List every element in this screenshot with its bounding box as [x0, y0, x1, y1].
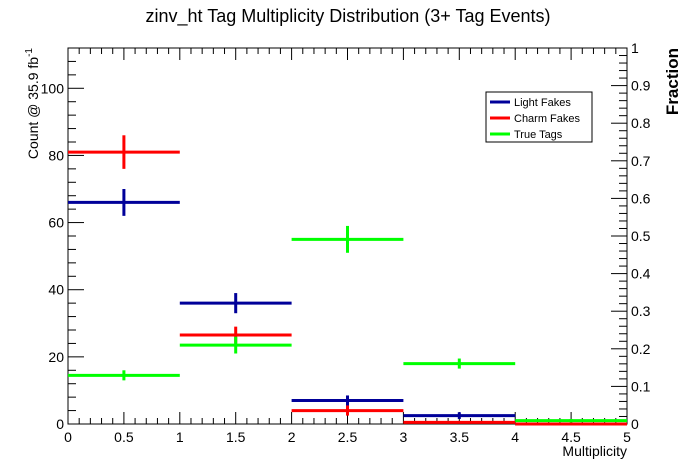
x-tick-label: 4.5 [561, 429, 581, 445]
y-tick-label: 40 [48, 282, 64, 298]
y2-tick-label: 0.6 [631, 190, 651, 206]
y-tick-label: 80 [48, 147, 64, 163]
series-light-fakes [68, 189, 627, 426]
x-tick-label: 2 [288, 429, 296, 445]
x-tick-label: 5 [623, 429, 631, 445]
y2-tick-label: 0.9 [631, 78, 651, 94]
x-tick-label: 3 [400, 429, 408, 445]
y2-tick-label: 0.3 [631, 303, 651, 319]
series-true-tags [68, 225, 627, 423]
legend-label: Light Fakes [514, 97, 571, 109]
x-tick-label: 4 [511, 429, 519, 445]
y2-tick-label: 0 [631, 416, 639, 432]
y2-tick-label: 0.7 [631, 153, 651, 169]
y-tick-label: 100 [41, 80, 65, 96]
x-tick-label: 0.5 [114, 429, 134, 445]
y2-tick-label: 0.2 [631, 341, 651, 357]
chart-title: zinv_ht Tag Multiplicity Distribution (3… [145, 6, 551, 26]
y2-tick-label: 0.5 [631, 228, 651, 244]
y2-tick-label: 0.4 [631, 266, 651, 282]
y-tick-label: 20 [48, 349, 64, 365]
y2-tick-label: 0.1 [631, 378, 651, 394]
x-tick-label: 3.5 [450, 429, 470, 445]
x-tick-label: 2.5 [338, 429, 358, 445]
y2-tick-label: 1 [631, 40, 639, 56]
y2-tick-label: 0.8 [631, 115, 651, 131]
series-charm-fakes [68, 135, 627, 426]
x-tick-label: 1.5 [226, 429, 246, 445]
y-tick-label: 0 [56, 416, 64, 432]
legend-label: Charm Fakes [514, 113, 581, 125]
y-tick-label: 60 [48, 215, 64, 231]
y2-axis-label: Fraction [663, 48, 682, 115]
x-tick-label: 1 [176, 429, 184, 445]
legend-label: True Tags [514, 129, 563, 141]
x-tick-label: 0 [64, 429, 72, 445]
x-axis-label: Multiplicity [562, 443, 627, 459]
y-axis-label: Count @ 35.9 fb-1 [24, 48, 41, 160]
